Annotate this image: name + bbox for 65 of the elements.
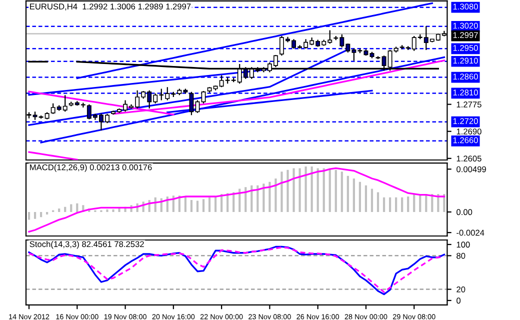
ref-line-label: 1.2950 bbox=[453, 45, 478, 51]
bar bbox=[401, 197, 404, 212]
ref-line-label: 1.2810 bbox=[453, 90, 478, 96]
y-tick-label: 100 bbox=[456, 242, 470, 248]
y-tick-label: 1.2605 bbox=[456, 156, 482, 162]
bar bbox=[64, 206, 66, 212]
y-tick-label: 0.00499 bbox=[456, 166, 486, 172]
bar bbox=[40, 212, 42, 218]
y-tick-label: 80 bbox=[456, 252, 466, 259]
bar bbox=[70, 204, 72, 212]
ref-line-label: 1.2860 bbox=[453, 74, 478, 80]
bar bbox=[346, 176, 349, 212]
bar bbox=[286, 170, 289, 212]
ref-line-label: 1.3080 bbox=[453, 4, 478, 10]
bar bbox=[46, 212, 48, 215]
bar bbox=[334, 170, 337, 212]
bar bbox=[395, 197, 398, 212]
bar bbox=[364, 185, 368, 212]
bar bbox=[76, 203, 78, 212]
ref-line-label: 1.2910 bbox=[453, 58, 478, 64]
y-tick-label: 1.2775 bbox=[456, 102, 482, 108]
bar bbox=[352, 178, 355, 212]
bar bbox=[388, 197, 392, 212]
y-tick-label: 0.00 bbox=[456, 209, 472, 216]
y-tick-label: 1.2690 bbox=[456, 128, 482, 134]
ref-line-label: 1.2720 bbox=[453, 118, 478, 124]
bar bbox=[202, 199, 205, 212]
bar bbox=[407, 196, 410, 212]
bar bbox=[112, 209, 114, 212]
bar bbox=[316, 168, 319, 212]
bar bbox=[274, 178, 277, 212]
chart-title: EURUSD,H4 1.2992 1.3006 1.2989 1.2997 bbox=[30, 4, 191, 10]
bar bbox=[328, 169, 331, 212]
ref-line-label: 1.2997 bbox=[453, 32, 478, 38]
bar bbox=[190, 200, 193, 212]
bar bbox=[413, 194, 416, 212]
chart-title: MACD(12,26,9) 0.00213 0.00176 bbox=[30, 164, 152, 172]
bar bbox=[298, 168, 301, 212]
y-tick-label: 0 bbox=[456, 298, 461, 304]
bar bbox=[208, 197, 211, 212]
bar bbox=[382, 197, 386, 212]
bar bbox=[196, 200, 199, 212]
y-tick-label: -0.0024 bbox=[456, 230, 484, 236]
ref-line-label: 1.2660 bbox=[453, 137, 478, 144]
bar bbox=[28, 212, 30, 220]
candlestick bbox=[195, 100, 200, 114]
chart-title: Stoch(14,3,3) 82.4561 78.2532 bbox=[30, 240, 144, 249]
candlestick bbox=[201, 90, 206, 104]
bar bbox=[58, 208, 60, 212]
bar bbox=[310, 166, 313, 212]
ref-line-label: 1.3020 bbox=[453, 22, 478, 29]
bar bbox=[358, 182, 362, 212]
line-series bbox=[28, 151, 78, 160]
bar bbox=[340, 172, 343, 212]
bar bbox=[304, 166, 307, 212]
y-tick-label: 20 bbox=[456, 286, 466, 292]
bar bbox=[280, 172, 283, 212]
bar bbox=[376, 192, 380, 212]
bar bbox=[262, 184, 265, 212]
bar bbox=[370, 188, 374, 212]
candlestick bbox=[189, 91, 194, 116]
bar bbox=[322, 168, 325, 212]
bar bbox=[34, 212, 36, 219]
bar bbox=[106, 209, 108, 212]
bar bbox=[292, 168, 295, 212]
